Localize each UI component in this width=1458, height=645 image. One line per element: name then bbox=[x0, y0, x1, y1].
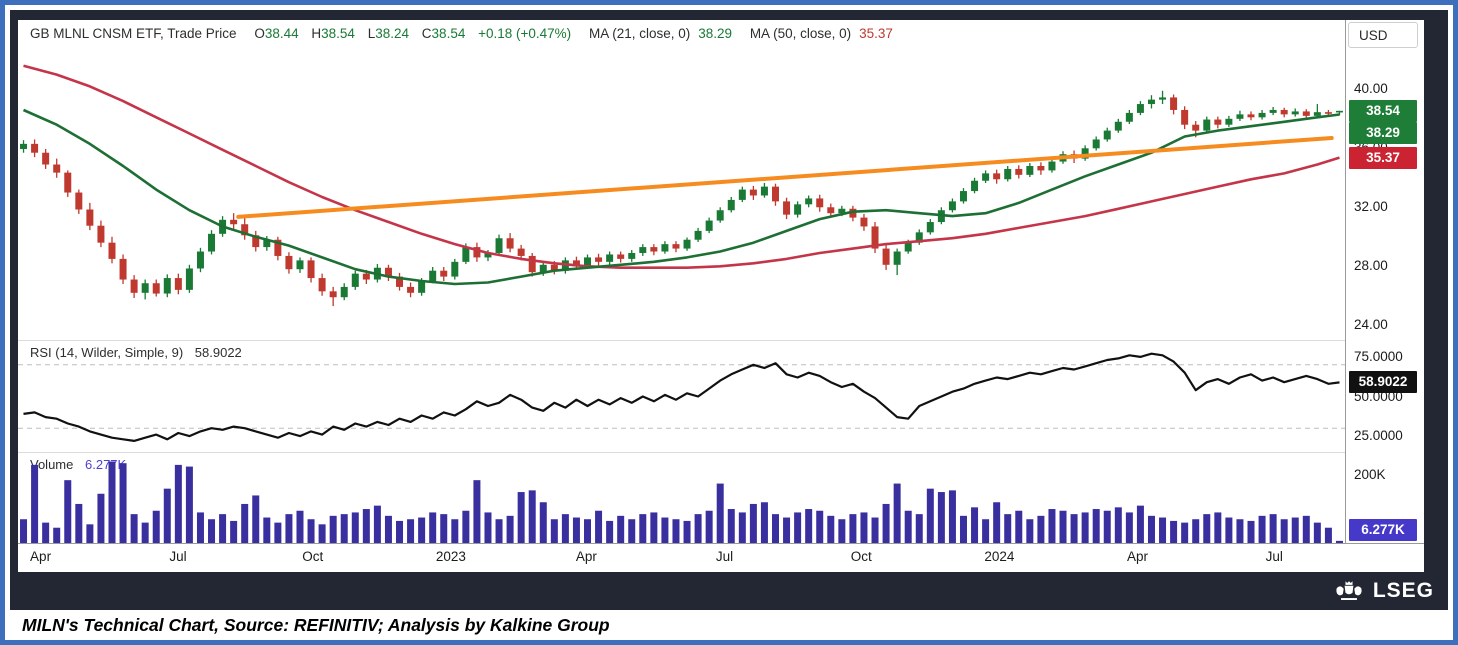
axis-tick: 32.00 bbox=[1354, 199, 1388, 215]
rsi-value: 58.9022 bbox=[194, 345, 242, 360]
close-label: C bbox=[421, 26, 432, 41]
rsi-chart bbox=[18, 352, 1345, 443]
axis-tick: 25.0000 bbox=[1354, 428, 1403, 444]
axis-badge: 35.37 bbox=[1349, 146, 1417, 169]
axis-badge: 6.277K bbox=[1349, 519, 1417, 541]
currency-axis-button[interactable]: USD bbox=[1348, 22, 1418, 48]
lseg-crest-icon bbox=[1336, 581, 1362, 600]
rsi-header: RSI (14, Wilder, Simple, 9) 58.9022 bbox=[30, 345, 242, 360]
x-axis[interactable]: Apr Jul Oct 2023 Apr Jul Oct 2024 Apr Jul bbox=[18, 543, 1346, 572]
rsi-label: RSI (14, Wilder, Simple, 9) bbox=[30, 345, 184, 360]
lseg-logo-text: LSEG bbox=[1372, 579, 1434, 602]
low-value: 38.24 bbox=[375, 26, 410, 41]
x-axis-tick: 2023 bbox=[435, 549, 466, 564]
footer-strip: LSEG bbox=[18, 572, 1448, 610]
x-axis-tick: Oct bbox=[302, 549, 324, 564]
instrument-name: GB MLNL CNSM ETF, Trade Price bbox=[30, 26, 237, 41]
panes-wrap: GB MLNL CNSM ETF, Trade Price O38.44 H38… bbox=[18, 20, 1346, 543]
axis-tick: 28.00 bbox=[1354, 258, 1388, 274]
axis-tick: 24.00 bbox=[1354, 317, 1388, 333]
x-axis-tick: Apr bbox=[575, 549, 597, 564]
caption-text: MILN's Technical Chart, Source: REFINITI… bbox=[22, 614, 610, 635]
axis-tick: 200K bbox=[1354, 467, 1386, 483]
x-axis-tick: Oct bbox=[850, 549, 872, 564]
x-axis-tick: 2024 bbox=[984, 549, 1015, 564]
high-label: H bbox=[311, 26, 322, 41]
chart-frame: GB MLNL CNSM ETF, Trade Price O38.44 H38… bbox=[10, 10, 1448, 610]
high-value: 38.54 bbox=[321, 26, 355, 41]
volume-chart bbox=[20, 461, 1343, 543]
chart-main-column: GB MLNL CNSM ETF, Trade Price O38.44 H38… bbox=[18, 20, 1346, 572]
chart-panel: GB MLNL CNSM ETF, Trade Price O38.44 H38… bbox=[18, 20, 1424, 572]
close-value: 38.54 bbox=[431, 26, 466, 41]
open-label: O bbox=[254, 26, 265, 41]
ma50-value: 35.37 bbox=[859, 26, 893, 41]
volume-label: Volume bbox=[30, 457, 74, 472]
rsi-pane[interactable]: RSI (14, Wilder, Simple, 9) 58.9022 bbox=[18, 341, 1345, 453]
volume-pane[interactable]: Volume 6.277K bbox=[18, 453, 1345, 543]
axis-badge: 58.9022 bbox=[1349, 371, 1417, 394]
ma21-value: 38.29 bbox=[698, 26, 733, 41]
axis-tick: 75.0000 bbox=[1354, 348, 1403, 364]
axis-tick: 40.00 bbox=[1354, 81, 1388, 97]
low-label: L bbox=[367, 26, 376, 41]
open-value: 38.44 bbox=[264, 26, 299, 41]
volume-value: 6.277K bbox=[85, 457, 127, 472]
ma50-label: MA (50, close, 0) bbox=[749, 26, 852, 41]
x-axis-line bbox=[18, 543, 1424, 544]
price-pane[interactable]: GB MLNL CNSM ETF, Trade Price O38.44 H38… bbox=[18, 20, 1345, 341]
lseg-logo: LSEG bbox=[1334, 579, 1434, 603]
volume-header: Volume 6.277K bbox=[30, 457, 126, 472]
right-axis[interactable]: USD 40.0036.0032.0028.0024.0038.5438.293… bbox=[1346, 20, 1424, 572]
caption-bar: MILN's Technical Chart, Source: REFINITI… bbox=[10, 610, 1448, 640]
axis-badge: 38.29 bbox=[1349, 121, 1417, 144]
x-axis-tick: Jul bbox=[1265, 549, 1283, 564]
candlestick-chart bbox=[20, 64, 1343, 307]
page-background: GB MLNL CNSM ETF, Trade Price O38.44 H38… bbox=[5, 5, 1453, 640]
change-value: +0.18 (+0.47%) bbox=[478, 26, 572, 41]
axis-badge: 38.54 bbox=[1349, 99, 1417, 122]
x-axis-tick: Jul bbox=[169, 549, 187, 564]
x-axis-tick: Apr bbox=[30, 549, 52, 564]
ma21-label: MA (21, close, 0) bbox=[588, 26, 691, 41]
chart-header: GB MLNL CNSM ETF, Trade Price O38.44 H38… bbox=[30, 26, 893, 41]
x-axis-tick: Apr bbox=[1126, 549, 1149, 564]
x-axis-tick: Jul bbox=[715, 549, 734, 564]
